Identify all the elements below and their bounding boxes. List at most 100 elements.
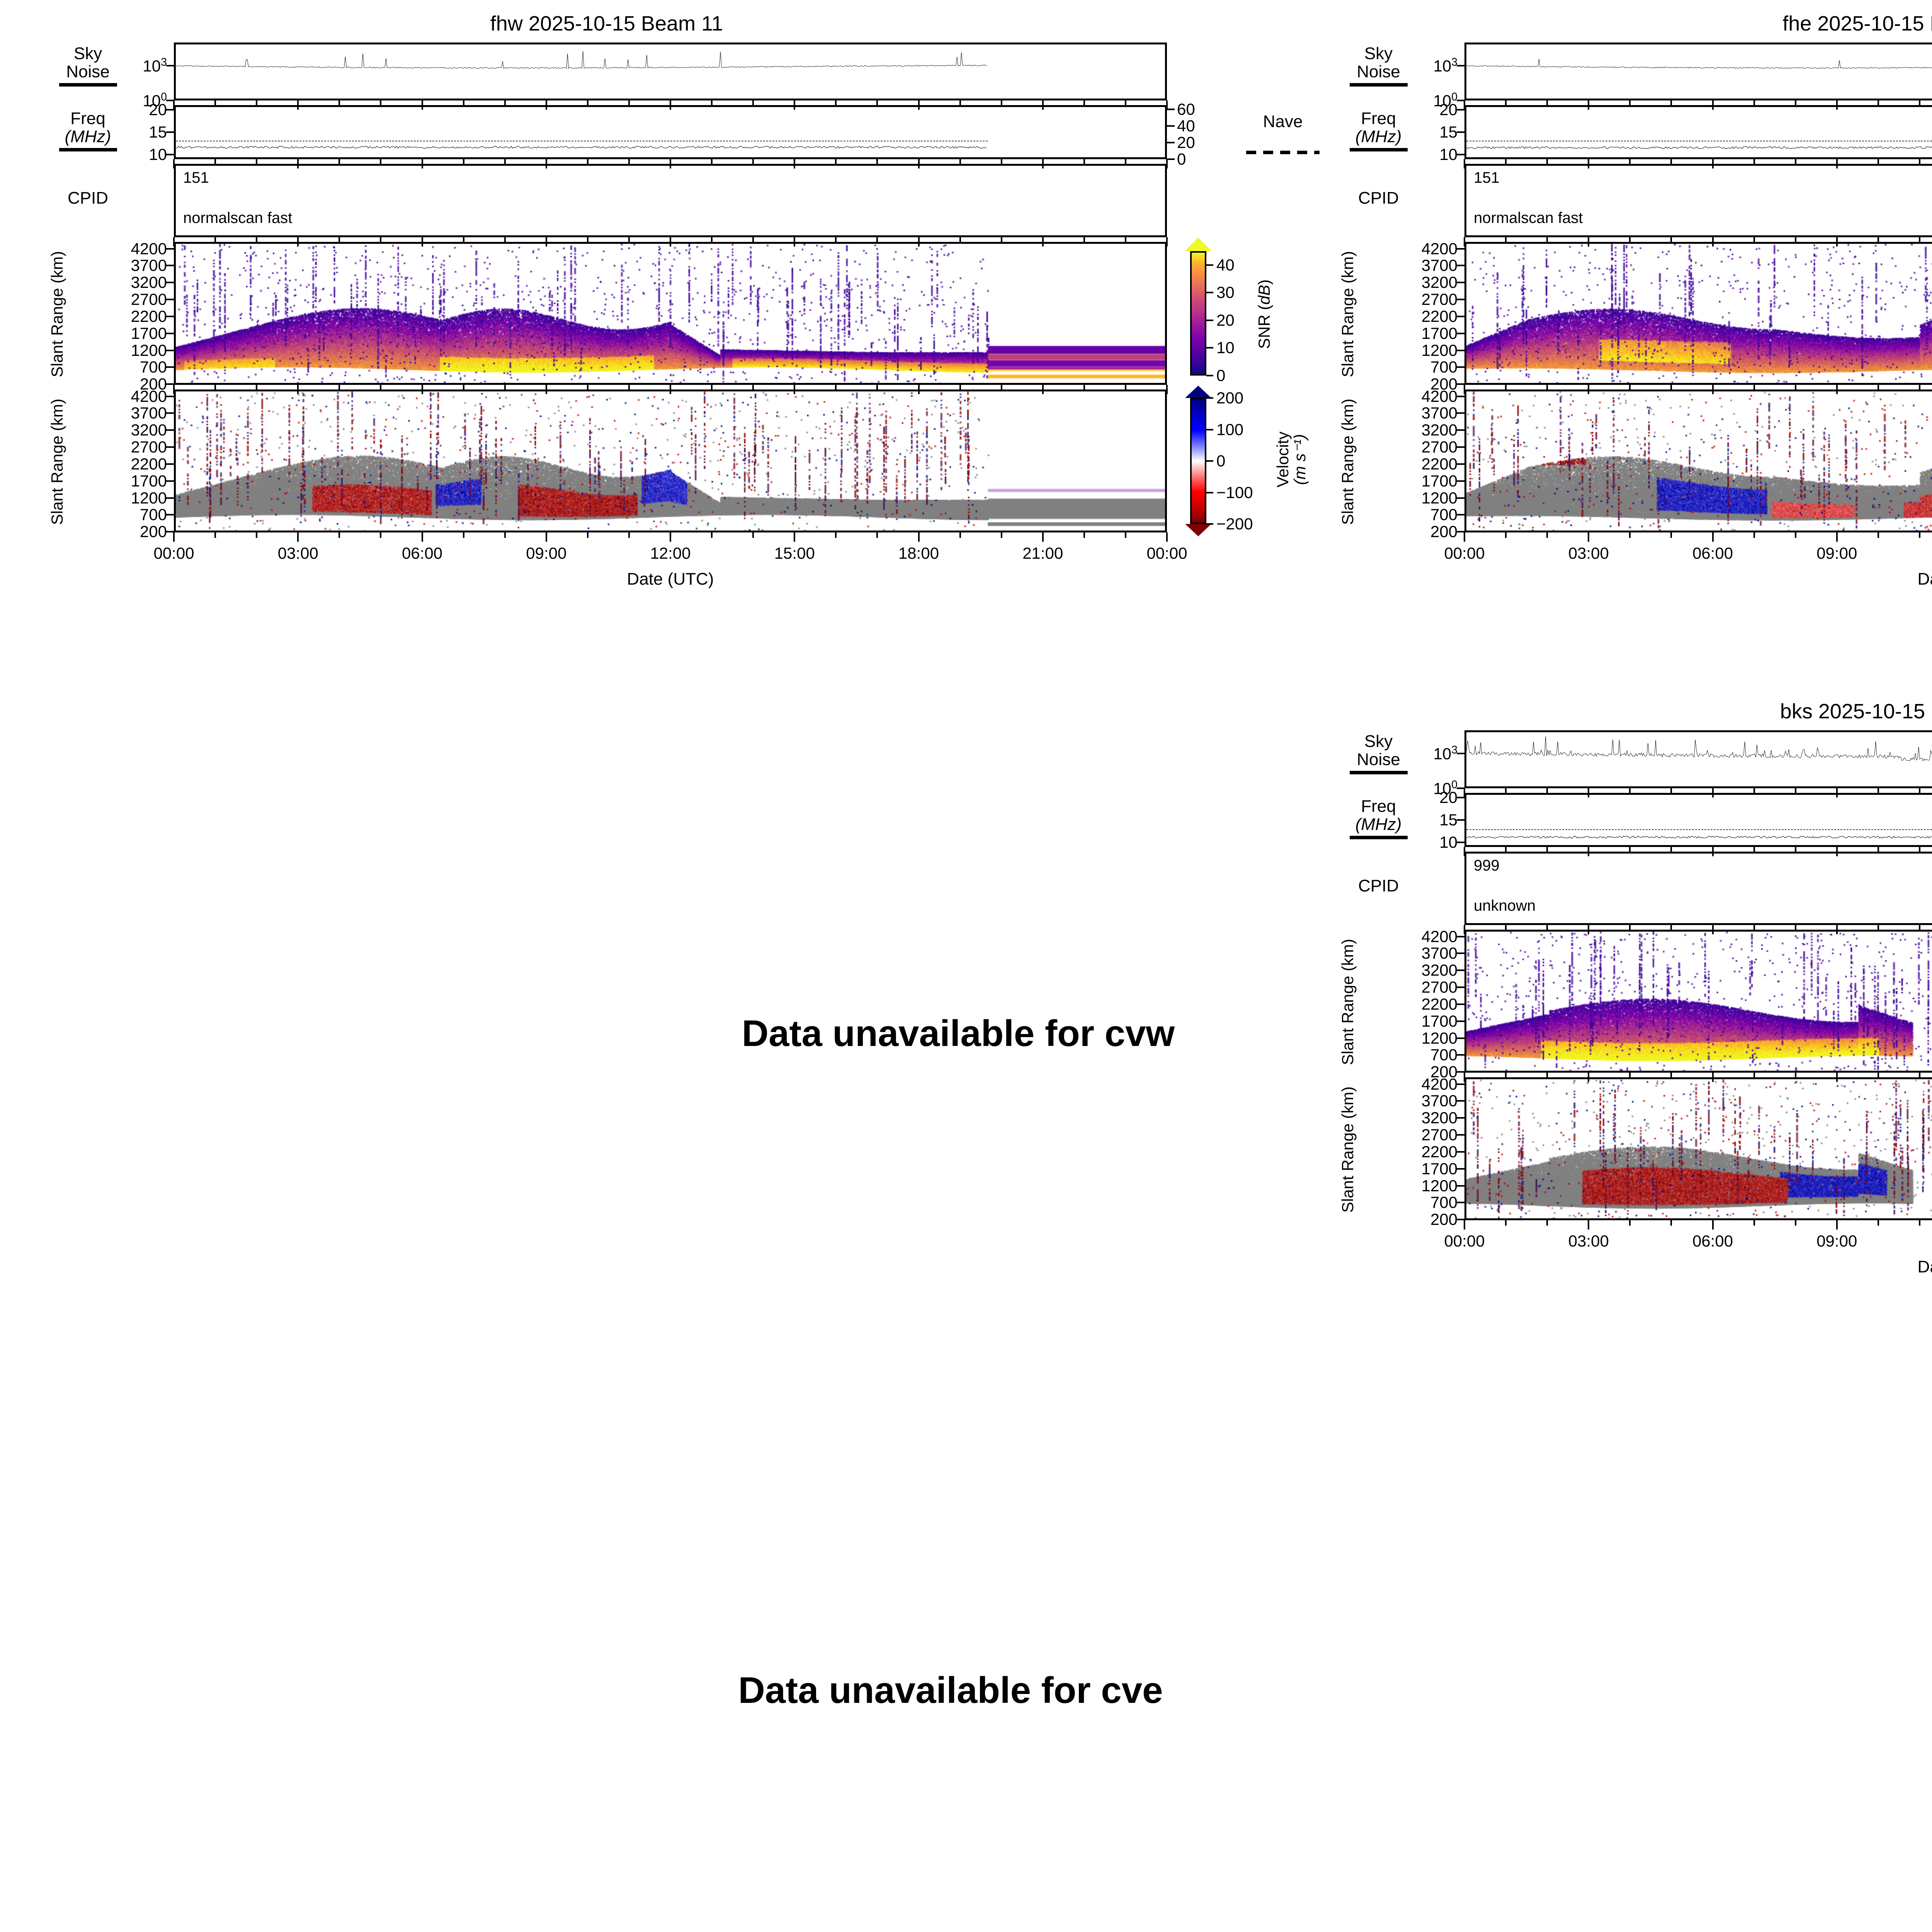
velocity-colorbar-tick-mark <box>1206 429 1213 430</box>
range-ytick-mark <box>166 366 175 368</box>
freq-nave-axes-bks <box>1464 793 1932 847</box>
sky-noise-label-line2: Noise <box>1357 62 1400 81</box>
x-tick-mark <box>628 159 630 165</box>
x-tick-mark <box>1000 385 1002 390</box>
nave-ytick-mark <box>1166 125 1175 127</box>
sky-noise-row-label: Sky Noise <box>1337 44 1420 87</box>
time-xtick-label: 03:00 <box>1568 544 1609 562</box>
x-tick-mark <box>1629 532 1631 538</box>
x-tick-mark <box>421 100 423 110</box>
x-tick-mark <box>1124 237 1126 243</box>
freq-ytick-mark <box>1457 796 1465 798</box>
snr-colorbar-tick-label: 0 <box>1216 366 1226 384</box>
x-tick-mark <box>918 385 920 394</box>
range-ytick-mark <box>1457 1083 1465 1085</box>
freq-ytick-label: 15 <box>149 123 167 141</box>
x-tick-mark <box>1753 925 1755 930</box>
x-tick-mark <box>752 100 754 106</box>
sky-noise-label-line2: Noise <box>1357 750 1400 769</box>
range-ytick-label: 2700 <box>1421 978 1458 997</box>
x-tick-mark <box>338 385 340 390</box>
x-tick-mark <box>380 237 382 243</box>
x-tick-mark <box>1918 385 1920 390</box>
x-tick-mark <box>1505 385 1507 390</box>
velocity-colorbar-top-arrow <box>1185 386 1211 398</box>
x-tick-mark <box>1877 788 1879 794</box>
range-ytick-label: 2200 <box>1421 1142 1458 1161</box>
range-ytick-mark <box>1457 1202 1465 1204</box>
freq-label-line1: Freq <box>70 109 105 128</box>
x-tick-mark <box>545 385 547 394</box>
range-ytick-label: 1200 <box>131 341 167 359</box>
slant-range-axis-label-vel: Slant Range (km) <box>1338 398 1357 525</box>
sky-noise-ytick-mark <box>1457 65 1465 66</box>
x-tick-mark <box>1546 788 1548 794</box>
x-tick-mark <box>670 100 671 110</box>
x-tick-mark <box>1124 159 1126 165</box>
x-tick-mark <box>1794 1073 1796 1078</box>
range-ytick-label: 3200 <box>1421 961 1458 980</box>
x-tick-mark <box>1166 237 1168 247</box>
range-ytick-mark <box>166 248 175 250</box>
range-ytick-mark <box>166 463 175 465</box>
x-tick-mark <box>1836 237 1838 247</box>
slant-range-axis-label-snr: Slant Range (km) <box>48 251 66 378</box>
range-ytick-label: 3700 <box>131 256 167 275</box>
freq-label-line1: Freq <box>1361 797 1396 816</box>
x-tick-mark <box>1670 788 1672 794</box>
range-ytick-mark <box>166 395 175 397</box>
x-tick-mark <box>214 159 216 165</box>
x-tick-mark <box>1464 788 1465 798</box>
x-tick-mark <box>1166 100 1168 110</box>
x-tick-mark <box>1464 925 1465 934</box>
snr-colorbar-tick-label: 10 <box>1216 338 1235 357</box>
snr-colorbar-tick-mark <box>1206 264 1213 266</box>
x-tick-mark <box>463 237 464 243</box>
x-tick-mark <box>1836 532 1838 542</box>
range-ytick-label: 1200 <box>1421 1029 1458 1047</box>
x-tick-mark <box>876 385 878 390</box>
range-ytick-mark <box>1457 1020 1465 1022</box>
time-xtick-label: 09:00 <box>1816 1232 1857 1250</box>
x-tick-mark <box>1918 159 1920 165</box>
x-tick-mark <box>1000 532 1002 538</box>
sky-noise-legend-solid-line <box>1349 83 1408 87</box>
range-ytick-mark <box>166 429 175 431</box>
range-ytick-label: 4200 <box>1421 239 1458 258</box>
freq-ytick-label: 10 <box>1439 145 1458 164</box>
velocity-colorbar-label-text: Velocity <box>1273 431 1292 488</box>
x-tick-mark <box>587 237 588 243</box>
range-ytick-label: 4200 <box>131 387 167 405</box>
range-ytick-mark <box>1457 299 1465 301</box>
x-tick-mark <box>711 385 713 390</box>
freq-legend-solid-line <box>59 148 117 152</box>
velocity-colorbar-fhw <box>1190 398 1206 524</box>
x-tick-mark <box>1000 237 1002 243</box>
x-tick-mark <box>297 159 299 168</box>
range-ytick-label: 3700 <box>1421 944 1458 963</box>
range-ytick-label: 1700 <box>1421 471 1458 490</box>
x-tick-mark <box>628 385 630 390</box>
x-tick-mark <box>1505 1220 1507 1226</box>
x-tick-mark <box>1042 237 1044 247</box>
velocity-colorbar-tick-mark <box>1206 523 1213 525</box>
x-tick-mark <box>1000 100 1002 106</box>
range-ytick-mark <box>1457 1168 1465 1170</box>
x-tick-mark <box>1505 925 1507 930</box>
x-tick-mark <box>1712 100 1714 110</box>
range-ytick-label: 700 <box>1430 1193 1458 1212</box>
x-tick-mark <box>1546 1220 1548 1226</box>
x-tick-mark <box>1505 100 1507 106</box>
range-ytick-label: 1700 <box>1421 1012 1458 1030</box>
freq-ytick-mark <box>1457 819 1465 821</box>
x-tick-mark <box>1629 788 1631 794</box>
sky-noise-ytick-label: 100 <box>143 91 167 110</box>
x-tick-mark <box>1712 847 1714 856</box>
x-tick-mark <box>297 385 299 394</box>
x-tick-mark <box>173 385 175 394</box>
x-tick-mark <box>1670 159 1672 165</box>
cpid-number-fhe: 151 <box>1474 169 1500 186</box>
range-ytick-mark <box>1457 514 1465 516</box>
sky-noise-ytick-mark <box>1457 787 1465 789</box>
